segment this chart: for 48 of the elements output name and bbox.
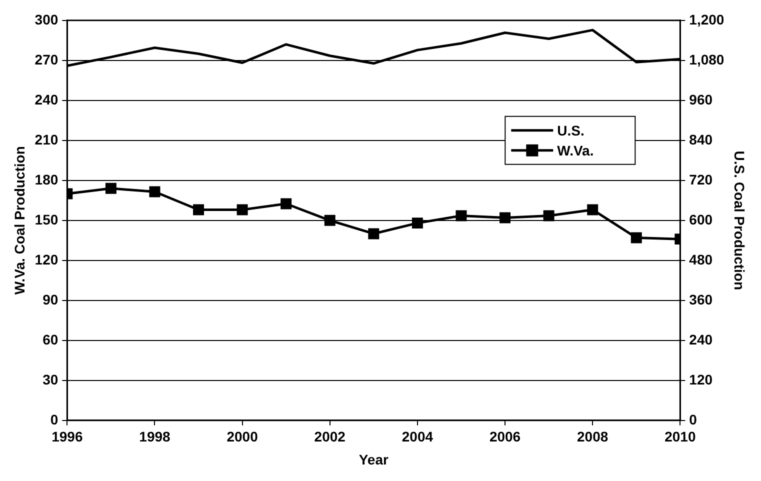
y-tick-label: 0 xyxy=(50,411,58,428)
point xyxy=(412,218,423,229)
point xyxy=(324,214,336,226)
y2-tick-label: 360 xyxy=(689,291,713,308)
y2-tick-label: 840 xyxy=(689,131,713,148)
point xyxy=(236,204,248,216)
point xyxy=(149,186,160,198)
y2-tick-label: 240 xyxy=(689,331,713,348)
y-tick-label: 150 xyxy=(34,211,58,228)
point xyxy=(280,198,292,210)
y-tick-label: 60 xyxy=(42,331,58,348)
y2-tick-label: 720 xyxy=(689,171,713,188)
y-tick-label: 240 xyxy=(34,91,58,108)
x-tick-label: 2006 xyxy=(489,428,521,445)
y-tick-label: 120 xyxy=(34,251,58,268)
x-tick-label: 2000 xyxy=(226,428,258,445)
point xyxy=(630,232,642,244)
x-tick-label: 2008 xyxy=(577,428,608,445)
point xyxy=(105,182,116,194)
point xyxy=(500,212,511,224)
y-tick-label: 270 xyxy=(34,51,58,68)
y2-tick-label: 120 xyxy=(689,371,713,388)
x-tick-label: 2002 xyxy=(314,428,346,445)
y-tick-label: 90 xyxy=(42,291,58,308)
x-tick-label: 2010 xyxy=(664,428,696,445)
y-tick-label: 210 xyxy=(34,131,58,148)
y-tick-label: 300 xyxy=(34,11,58,28)
legend-label: U.S. xyxy=(557,122,584,138)
x-tick-label: 2004 xyxy=(402,428,434,445)
point xyxy=(587,204,598,216)
y2-tick-label: 1,200 xyxy=(689,11,724,28)
x-tick-label: 1996 xyxy=(52,428,83,445)
legend-label: W.Va. xyxy=(557,142,594,158)
x-tick-label: 1998 xyxy=(139,428,171,445)
y-axis-title: W.Va. Coal Production xyxy=(11,146,28,295)
y2-tick-label: 960 xyxy=(689,91,713,108)
x-axis-title: Year xyxy=(358,451,390,468)
y2-tick-label: 1,080 xyxy=(689,51,724,68)
point xyxy=(368,228,380,240)
point xyxy=(543,210,554,222)
y2-axis-title: U.S. Coal Production xyxy=(732,150,748,290)
y2-tick-label: 0 xyxy=(689,411,698,428)
y2-tick-label: 600 xyxy=(689,211,713,228)
point xyxy=(193,204,204,216)
y-tick-label: 30 xyxy=(42,371,58,388)
y2-tick-label: 480 xyxy=(689,251,713,268)
y-tick-label: 180 xyxy=(34,171,58,188)
point xyxy=(456,210,467,222)
